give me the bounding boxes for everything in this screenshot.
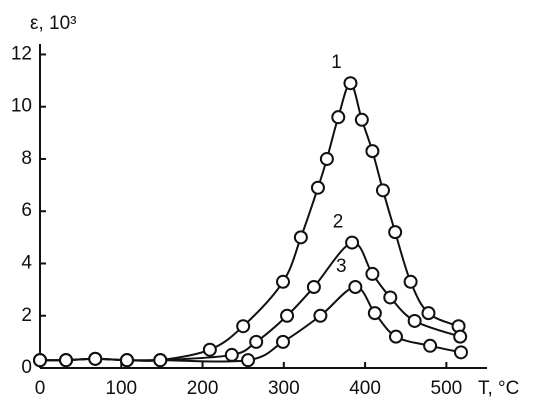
data-point xyxy=(224,347,239,362)
data-point xyxy=(453,329,468,344)
x-tick-label: 100 xyxy=(105,378,137,399)
data-point xyxy=(202,342,217,357)
data-point xyxy=(236,319,251,334)
data-point xyxy=(331,110,346,125)
data-point xyxy=(313,308,328,323)
data-point xyxy=(354,112,369,127)
curve-label: 3 xyxy=(336,256,347,277)
data-point xyxy=(345,235,360,250)
data-point xyxy=(375,183,390,198)
data-point xyxy=(119,353,134,368)
data-point xyxy=(319,151,334,166)
data-point xyxy=(367,306,382,321)
data-point xyxy=(249,334,264,349)
data-point xyxy=(383,290,398,305)
data-point xyxy=(153,353,168,368)
y-tick-label: 4 xyxy=(21,252,32,273)
y-tick-label: 2 xyxy=(21,305,32,326)
data-point xyxy=(276,274,291,289)
y-tick-label: 12 xyxy=(11,43,32,64)
series-line xyxy=(39,82,459,362)
data-point xyxy=(421,306,436,321)
data-point xyxy=(59,353,74,368)
data-point xyxy=(407,313,422,328)
x-tick-label: 200 xyxy=(187,378,219,399)
y-tick-label: 10 xyxy=(11,96,32,117)
data-point xyxy=(423,338,438,353)
data-point xyxy=(280,308,295,323)
data-point xyxy=(310,180,325,195)
y-tick-label: 8 xyxy=(21,148,32,169)
y-tick-label: 0 xyxy=(21,357,32,378)
data-point xyxy=(403,274,418,289)
x-tick-label: 300 xyxy=(268,378,300,399)
curve-label: 2 xyxy=(333,212,344,233)
data-point xyxy=(453,345,468,360)
x-axis-label: T, °C xyxy=(478,378,519,399)
data-point xyxy=(306,280,321,294)
y-axis-label: ε, 10³ xyxy=(30,13,77,34)
data-point xyxy=(388,225,403,240)
y-tick-label: 6 xyxy=(21,200,32,221)
curve-label: 1 xyxy=(331,52,342,73)
data-point xyxy=(365,144,380,159)
data-point xyxy=(343,76,358,91)
data-point xyxy=(88,351,103,366)
x-tick-label: 500 xyxy=(431,378,463,399)
data-point xyxy=(293,230,308,245)
data-point xyxy=(33,353,47,368)
series-line xyxy=(39,285,462,363)
data-point xyxy=(388,329,403,344)
data-point xyxy=(348,280,363,294)
data-point xyxy=(276,334,291,349)
x-tick-label: 0 xyxy=(35,378,46,399)
data-point xyxy=(365,266,380,281)
x-tick-label: 400 xyxy=(349,378,381,399)
data-point xyxy=(241,353,256,368)
